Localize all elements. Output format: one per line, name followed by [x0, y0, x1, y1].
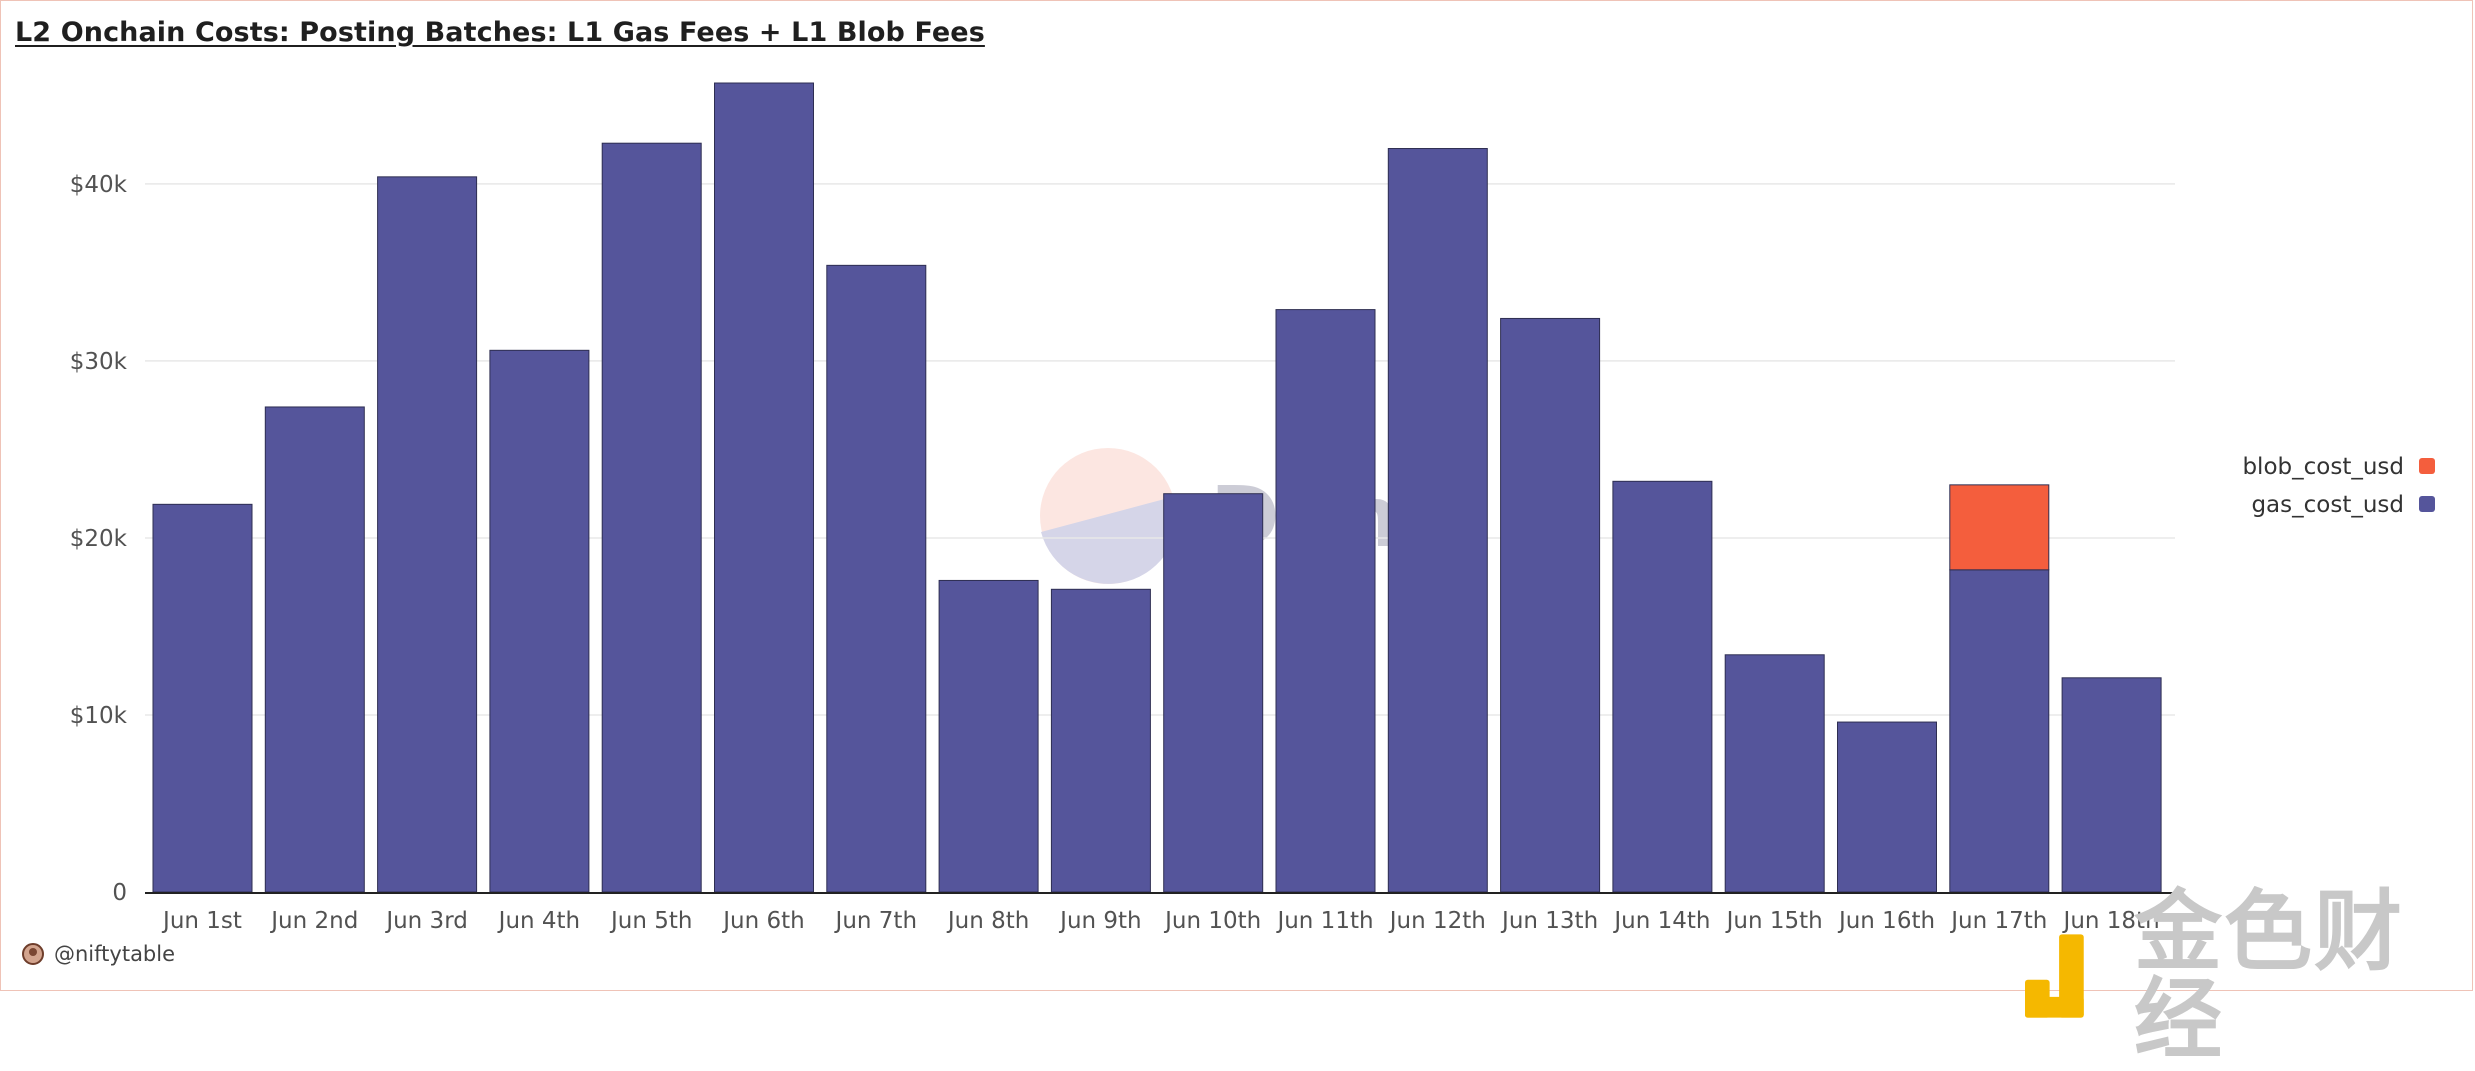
jinse-watermark-text: 金色财经 — [2133, 880, 2404, 1071]
x-tick-label: Jun 17th — [1949, 908, 2047, 934]
bar-gas_cost_usd-8[interactable] — [938, 579, 1039, 893]
author-handle: @niftytable — [54, 942, 176, 966]
x-tick-label: Jun 8th — [946, 908, 1029, 934]
y-tick-label: 0 — [112, 880, 127, 906]
bar-gas_cost_usd-2[interactable] — [264, 406, 365, 893]
x-tick-label: Jun 11th — [1275, 908, 1373, 934]
bar-gas_cost_usd-15[interactable] — [1724, 654, 1825, 893]
x-tick-label: Jun 10th — [1163, 908, 1261, 934]
grid-lines — [145, 183, 2175, 716]
bar-blob_cost_usd-17[interactable] — [1949, 484, 2050, 571]
x-tick-label: Jun 2nd — [269, 908, 358, 934]
bar-gas_cost_usd-18[interactable] — [2061, 677, 2162, 893]
jinse-logo-icon — [2025, 934, 2084, 1018]
bar-gas_cost_usd-9[interactable] — [1050, 588, 1151, 893]
x-tick-label: Jun 5th — [609, 908, 692, 934]
x-axis-ticks: Jun 1st Jun 2nd Jun 3rd Jun 4th Jun 5th Jun 6… — [161, 908, 2160, 934]
bar-gas_cost_usd-7[interactable] — [826, 264, 927, 893]
x-tick-label: Jun 9th — [1058, 908, 1141, 934]
x-tick-label: Jun 18th — [2062, 908, 2160, 934]
x-tick-label: Jun 3rd — [384, 908, 468, 934]
dune-logo-mark — [1040, 448, 1176, 584]
bar-gas_cost_usd-6[interactable] — [714, 82, 814, 893]
bar-gas_cost_usd-5[interactable] — [601, 142, 702, 893]
bar-gas_cost_usd-4[interactable] — [489, 349, 590, 893]
chart-frame — [0, 0, 2473, 991]
y-tick-label: $40k — [70, 172, 128, 198]
dune-logo-mark-lower — [1041, 496, 1179, 584]
chart-title: L2 Onchain Costs: Posting Batches: L1 Ga… — [15, 17, 985, 48]
bar-gas_cost_usd-10[interactable] — [1163, 493, 1264, 893]
legend-label-blob_cost_usd: blob_cost_usd — [2242, 454, 2404, 480]
bar-gas_cost_usd-17[interactable] — [1949, 569, 2050, 893]
bar-gas_cost_usd-12[interactable] — [1387, 148, 1488, 893]
author-credit: @niftytable — [22, 942, 175, 966]
x-tick-label: Jun 4th — [497, 908, 580, 934]
bar-gas_cost_usd-3[interactable] — [377, 176, 478, 893]
bar-gas_cost_usd-14[interactable] — [1612, 480, 1713, 893]
y-axis-ticks: 0 $10k $20k $30k $40k — [70, 172, 128, 906]
legend-label-gas_cost_usd: gas_cost_usd — [2251, 492, 2404, 518]
avatar — [22, 943, 44, 965]
x-tick-label: Jun 14th — [1612, 908, 1710, 934]
y-tick-label: $30k — [70, 349, 128, 375]
legend-swatch-gas_cost_usd[interactable] — [2419, 496, 2435, 512]
x-tick-label: Jun 16th — [1837, 908, 1935, 934]
x-tick-label: Jun 15th — [1725, 908, 1823, 934]
x-tick-label: Jun 6th — [721, 908, 804, 934]
y-tick-label: $20k — [70, 526, 128, 552]
bar-gas_cost_usd-16[interactable] — [1837, 721, 1937, 893]
legend: blob_cost_usd gas_cost_usd — [2242, 454, 2435, 518]
x-tick-label: Jun 7th — [834, 908, 917, 934]
bar-gas_cost_usd-11[interactable] — [1275, 309, 1376, 893]
bar-gas_cost_usd-13[interactable] — [1500, 317, 1601, 893]
legend-swatch-blob_cost_usd[interactable] — [2419, 458, 2435, 474]
x-tick-label: Jun 13th — [1500, 908, 1598, 934]
bars — [152, 82, 2162, 893]
bar-gas_cost_usd-1[interactable] — [152, 503, 253, 893]
x-tick-label: Jun 1st — [161, 908, 242, 934]
y-tick-label: $10k — [70, 703, 128, 729]
jinse-watermark: 金色财经 — [2025, 888, 2475, 1064]
x-tick-label: Jun 12th — [1388, 908, 1486, 934]
